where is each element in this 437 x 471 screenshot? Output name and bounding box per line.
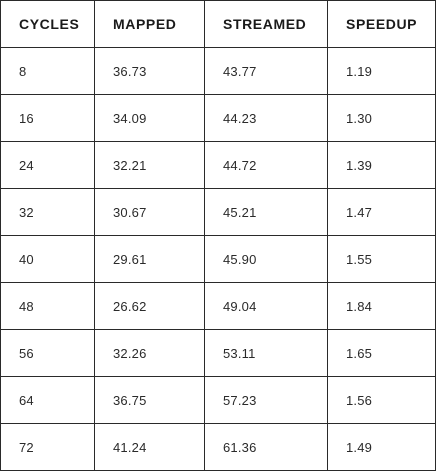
cell-streamed: 43.77 bbox=[204, 47, 328, 95]
cell-speedup: 1.65 bbox=[327, 329, 436, 377]
table-row: 16 34.09 44.23 1.30 bbox=[0, 94, 436, 142]
cell-speedup: 1.19 bbox=[327, 47, 436, 95]
cell-mapped: 36.75 bbox=[94, 376, 205, 424]
column-header-streamed: STREAMED bbox=[204, 0, 328, 48]
table-row: 40 29.61 45.90 1.55 bbox=[0, 235, 436, 283]
cell-cycles: 40 bbox=[0, 235, 95, 283]
cell-cycles: 24 bbox=[0, 141, 95, 189]
table-body: 8 36.73 43.77 1.19 16 34.09 44.23 1.30 2… bbox=[0, 47, 436, 471]
cell-mapped: 32.21 bbox=[94, 141, 205, 189]
cell-cycles: 56 bbox=[0, 329, 95, 377]
table-header: CYCLES MAPPED STREAMED SPEEDUP bbox=[0, 0, 436, 48]
table-row: 72 41.24 61.36 1.49 bbox=[0, 423, 436, 471]
cell-streamed: 44.72 bbox=[204, 141, 328, 189]
header-row: CYCLES MAPPED STREAMED SPEEDUP bbox=[0, 0, 436, 48]
cell-mapped: 36.73 bbox=[94, 47, 205, 95]
cell-streamed: 45.21 bbox=[204, 188, 328, 236]
cell-cycles: 64 bbox=[0, 376, 95, 424]
column-header-cycles: CYCLES bbox=[0, 0, 95, 48]
cell-mapped: 34.09 bbox=[94, 94, 205, 142]
table-row: 24 32.21 44.72 1.39 bbox=[0, 141, 436, 189]
table-row: 64 36.75 57.23 1.56 bbox=[0, 376, 436, 424]
table-row: 48 26.62 49.04 1.84 bbox=[0, 282, 436, 330]
table-row: 32 30.67 45.21 1.47 bbox=[0, 188, 436, 236]
cell-streamed: 57.23 bbox=[204, 376, 328, 424]
table-row: 56 32.26 53.11 1.65 bbox=[0, 329, 436, 377]
cell-streamed: 53.11 bbox=[204, 329, 328, 377]
cell-streamed: 49.04 bbox=[204, 282, 328, 330]
column-header-mapped: MAPPED bbox=[94, 0, 205, 48]
cell-streamed: 61.36 bbox=[204, 423, 328, 471]
cell-speedup: 1.47 bbox=[327, 188, 436, 236]
column-header-speedup: SPEEDUP bbox=[327, 0, 436, 48]
cell-mapped: 26.62 bbox=[94, 282, 205, 330]
cell-speedup: 1.56 bbox=[327, 376, 436, 424]
table-row: 8 36.73 43.77 1.19 bbox=[0, 47, 436, 95]
cell-mapped: 41.24 bbox=[94, 423, 205, 471]
cell-mapped: 30.67 bbox=[94, 188, 205, 236]
cell-cycles: 8 bbox=[0, 47, 95, 95]
cell-mapped: 29.61 bbox=[94, 235, 205, 283]
cell-mapped: 32.26 bbox=[94, 329, 205, 377]
cell-cycles: 16 bbox=[0, 94, 95, 142]
cell-speedup: 1.84 bbox=[327, 282, 436, 330]
cell-speedup: 1.39 bbox=[327, 141, 436, 189]
cell-cycles: 48 bbox=[0, 282, 95, 330]
cell-streamed: 45.90 bbox=[204, 235, 328, 283]
cell-speedup: 1.55 bbox=[327, 235, 436, 283]
cell-streamed: 44.23 bbox=[204, 94, 328, 142]
cell-speedup: 1.49 bbox=[327, 423, 436, 471]
cell-cycles: 32 bbox=[0, 188, 95, 236]
cell-speedup: 1.30 bbox=[327, 94, 436, 142]
cell-cycles: 72 bbox=[0, 423, 95, 471]
